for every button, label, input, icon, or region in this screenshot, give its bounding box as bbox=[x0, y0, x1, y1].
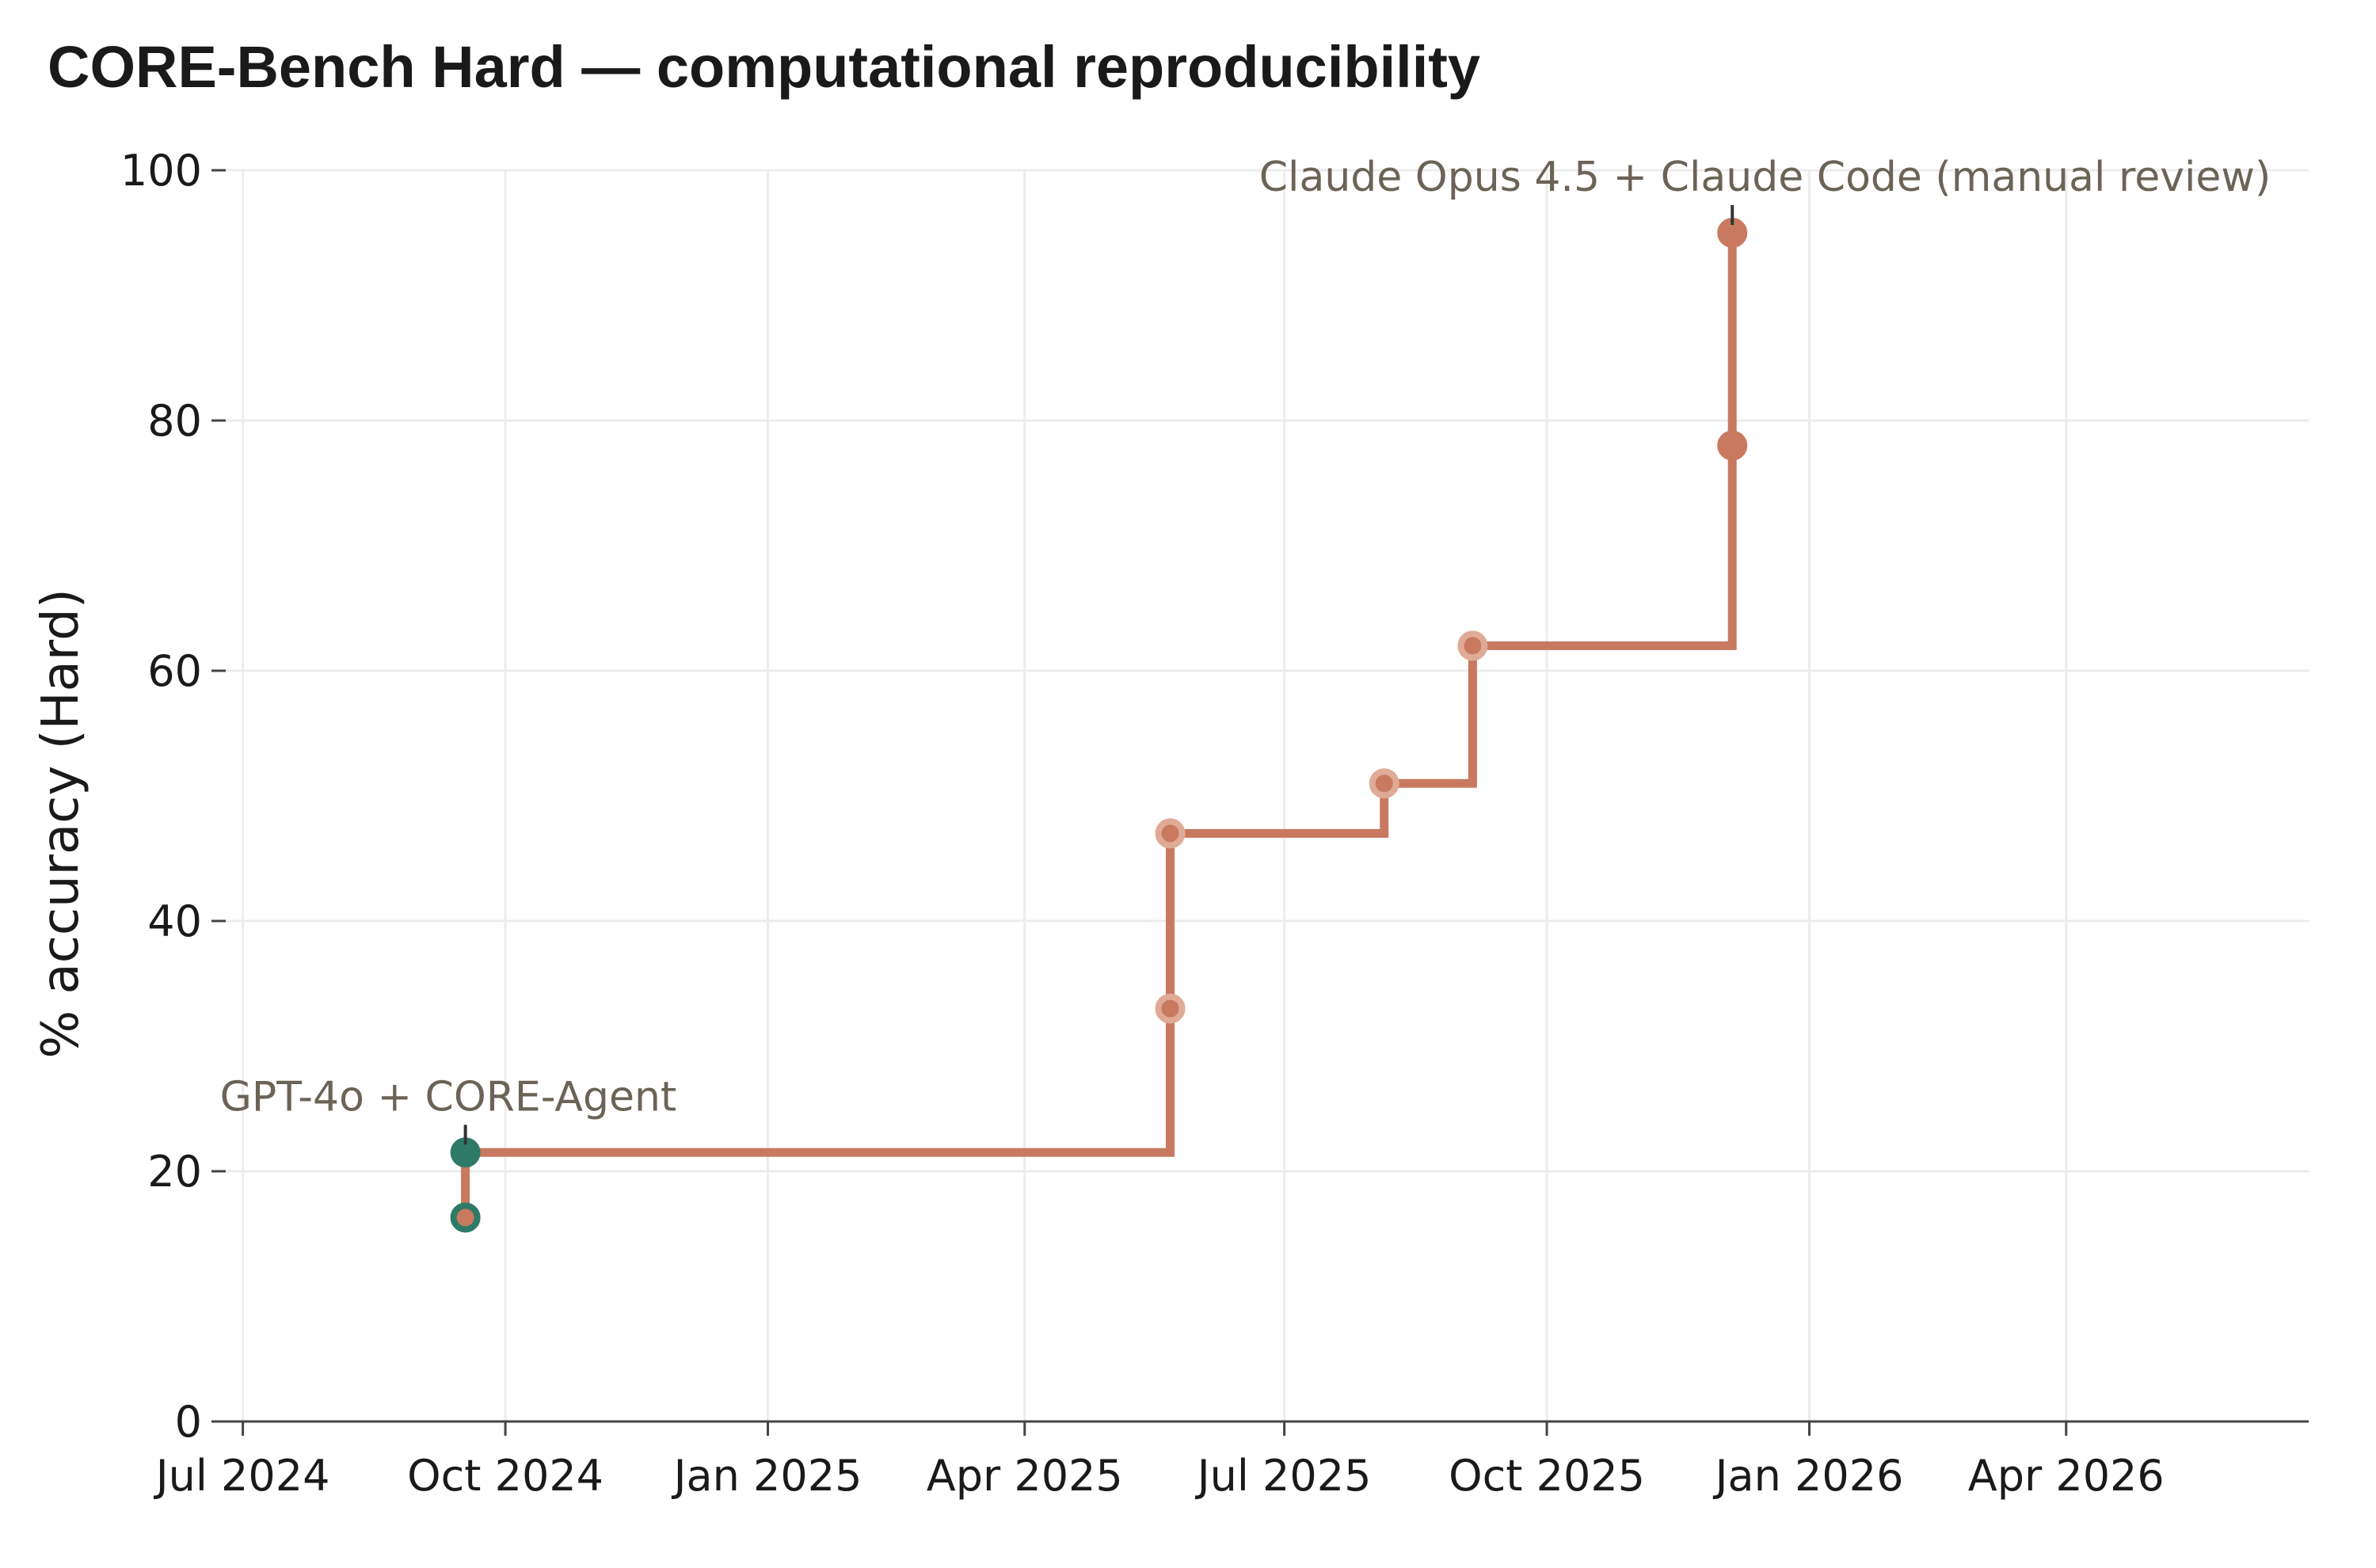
x-tick-label: Jan 2025 bbox=[672, 1451, 862, 1501]
chart-title: CORE-Bench Hard — computational reproduc… bbox=[48, 34, 1480, 100]
y-tick-label: 80 bbox=[147, 396, 202, 446]
y-axis-label: % accuracy (Hard) bbox=[32, 588, 90, 1058]
grid bbox=[226, 169, 2309, 1421]
x-tick-label: Jul 2024 bbox=[154, 1451, 330, 1501]
x-tick-label: Jul 2025 bbox=[1195, 1451, 1372, 1501]
data-point bbox=[1155, 818, 1186, 849]
axes: 0 20 40 60 80 100 Jul 2024 Oct 2024 Jan 2025 Apr … bbox=[120, 146, 2309, 1501]
y-tick-label: 0 bbox=[175, 1397, 202, 1447]
data-point bbox=[1155, 993, 1186, 1024]
data-points bbox=[450, 218, 1748, 1233]
y-tick-label: 40 bbox=[147, 896, 202, 946]
y-tick-label: 60 bbox=[147, 646, 202, 696]
annotations: GPT-4o + CORE-Agent Claude Opus 4.5 + Cla… bbox=[220, 154, 2271, 1145]
x-tick-label: Jan 2026 bbox=[1713, 1451, 1904, 1501]
y-tick-label: 100 bbox=[120, 146, 202, 196]
frontier-line-layer bbox=[461, 233, 1737, 1218]
y-tick-label: 20 bbox=[147, 1147, 202, 1197]
x-tick-label: Oct 2025 bbox=[1449, 1451, 1645, 1501]
data-point bbox=[450, 1202, 481, 1233]
data-point bbox=[1457, 630, 1488, 661]
x-tick-label: Apr 2025 bbox=[927, 1451, 1123, 1501]
data-point bbox=[1369, 768, 1399, 799]
data-point bbox=[1717, 430, 1748, 461]
frontier-step-line bbox=[461, 233, 1737, 1218]
x-tick-label: Apr 2026 bbox=[1968, 1451, 2165, 1501]
x-tick-label: Oct 2024 bbox=[407, 1451, 604, 1501]
annotation-label: GPT-4o + CORE-Agent bbox=[220, 1073, 677, 1121]
annotation-label: Claude Opus 4.5 + Claude Code (manual re… bbox=[1259, 154, 2271, 201]
